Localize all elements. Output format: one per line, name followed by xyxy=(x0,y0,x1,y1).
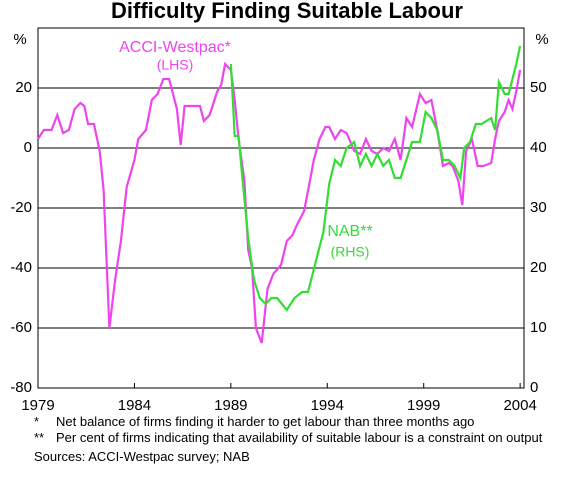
legend-label: NAB** xyxy=(327,223,372,240)
plot-frame xyxy=(37,27,525,389)
note-text: Net balance of firms finding it harder t… xyxy=(56,414,475,429)
note: * Net balance of firms finding it harder … xyxy=(34,414,554,430)
y2-tick-label: 40 xyxy=(530,139,547,156)
x-tick-label: 1999 xyxy=(407,397,440,410)
chart: Difficulty Finding Suitable Labour % % -… xyxy=(10,0,548,410)
axis-note: (RHS) xyxy=(331,244,370,260)
y2-unit: % xyxy=(535,31,548,48)
y2-tick-label: 20 xyxy=(530,259,547,276)
x-tick-label: 1979 xyxy=(21,397,54,410)
y-tick-label: -20 xyxy=(10,199,32,216)
y-tick-label: 0 xyxy=(24,139,32,156)
y-unit: % xyxy=(13,31,26,48)
x-tick-label: 2004 xyxy=(503,397,536,410)
y2-tick-label: 50 xyxy=(530,79,547,96)
note: ** Per cent of firms indicating that avai… xyxy=(34,430,554,446)
series-line xyxy=(229,45,522,312)
y2-tick-label: 30 xyxy=(530,199,547,216)
x-tick-label: 1984 xyxy=(118,397,151,410)
legend-label: ACCI-Westpac* xyxy=(119,39,231,56)
notes: * Net balance of firms finding it harder … xyxy=(34,414,554,465)
chart-title: Difficulty Finding Suitable Labour xyxy=(111,0,463,23)
note-marker: * xyxy=(34,414,40,429)
y-tick-label: -60 xyxy=(10,319,32,336)
y2-tick-label: 0 xyxy=(530,379,538,396)
series-line xyxy=(37,61,522,344)
note-marker: ** xyxy=(34,430,45,445)
y-tick-label: -80 xyxy=(10,379,32,396)
note-text: Per cent of firms indicating that availa… xyxy=(56,430,543,445)
y-tick-label: -40 xyxy=(10,259,32,276)
y-tick-label: 20 xyxy=(15,79,32,96)
source: Sources: ACCI-Westpac survey; NAB xyxy=(34,449,250,464)
x-tick-label: 1994 xyxy=(311,397,344,410)
axis-note: (LHS) xyxy=(157,57,194,73)
x-tick-label: 1989 xyxy=(214,397,247,410)
y2-tick-label: 10 xyxy=(530,319,547,336)
